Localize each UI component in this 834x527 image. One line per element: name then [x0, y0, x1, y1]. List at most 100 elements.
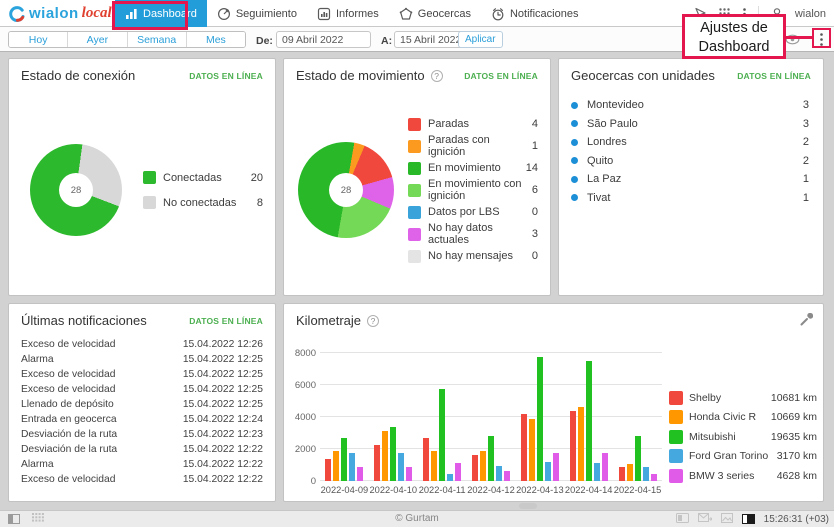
- panel-mileage-title: Kilometraje: [296, 313, 362, 328]
- mail-export-icon[interactable]: [697, 512, 713, 526]
- online-badge: DATOS EN LÍNEA: [737, 70, 811, 81]
- clock-time: 15:26:31 (+03): [763, 513, 829, 525]
- dashboard-settings-kebab-icon[interactable]: [819, 31, 824, 48]
- geofence-name: Londres: [587, 136, 627, 149]
- connection-donut-chart: 28: [30, 144, 122, 236]
- bar-bmw-3-series: [455, 463, 462, 481]
- bar-mitsubishi: [390, 427, 397, 481]
- legend-swatch-icon: [143, 171, 156, 184]
- bar-shelby: [423, 438, 430, 481]
- bar-mitsubishi: [341, 438, 348, 481]
- mileage-legend-row: Shelby 10681 km: [669, 388, 817, 408]
- geofence-dot-icon: [571, 120, 578, 128]
- geofence-unit-count: 1: [802, 173, 809, 186]
- legend-swatch-icon: [408, 139, 421, 153]
- panel-movement-state: Estado de movimiento ? DATOS EN LÍNEA 28…: [283, 58, 551, 296]
- legend-item: Paradas 4: [408, 113, 538, 135]
- scrollbar-nub[interactable]: [519, 503, 537, 509]
- legend-item: Datos por LBS 0: [408, 201, 538, 223]
- bar-ford-gran-torino: [544, 462, 551, 481]
- from-date-label: De:: [256, 35, 273, 47]
- geofence-dot-icon: [571, 101, 578, 109]
- panel-connection-state: Estado de conexión DATOS EN LÍNEA 28 Con…: [8, 58, 276, 296]
- geofence-unit-count: 3: [802, 117, 809, 130]
- panel-geofences-title: Geocercas con unidades: [571, 68, 715, 83]
- eye-icon[interactable]: [785, 31, 800, 48]
- bar-ford-gran-torino: [447, 474, 454, 481]
- notification-row: Exceso de velocidad 15.04.2022 12:22: [21, 472, 263, 487]
- notification-time: 15.04.2022 12:25: [182, 399, 263, 410]
- x-axis-category-label: 2022-04-13: [516, 485, 564, 495]
- bar-bmw-3-series: [650, 474, 657, 481]
- bar-honda-civic-r: [626, 464, 633, 481]
- bar-group: [515, 353, 564, 481]
- tab-informes[interactable]: Informes: [307, 0, 389, 27]
- tab-geocercas[interactable]: Geocercas: [389, 0, 481, 27]
- tab-notificaciones[interactable]: Notificaciones: [481, 0, 588, 27]
- bar-mitsubishi: [634, 436, 641, 481]
- mileage-total-value: 4628 km: [776, 469, 817, 482]
- image-icon[interactable]: [720, 512, 733, 526]
- geofence-name: La Paz: [587, 173, 622, 186]
- legend-label: No hay datos actuales: [428, 222, 493, 246]
- legend-swatch-icon: [408, 161, 421, 175]
- tab-seguimiento[interactable]: Seguimiento: [207, 0, 307, 27]
- legend-value: 20: [250, 171, 263, 184]
- card-view-icon[interactable]: [675, 512, 689, 526]
- range-semana-button[interactable]: Semana: [127, 32, 187, 47]
- geofence-row: Londres 2: [571, 133, 809, 152]
- range-hoy-button[interactable]: Hoy: [9, 32, 69, 47]
- bar-mitsubishi: [439, 389, 446, 481]
- notification-row: Exceso de velocidad 15.04.2022 12:26: [21, 337, 263, 352]
- legend-value: 6: [531, 184, 538, 196]
- logo-ring-icon: [9, 5, 25, 22]
- notification-row: Alarma 15.04.2022 12:22: [21, 457, 263, 472]
- grid-dots-icon[interactable]: [32, 513, 44, 525]
- wrench-settings-icon[interactable]: [800, 312, 814, 331]
- x-axis-category-label: 2022-04-15: [613, 485, 662, 495]
- legend-item: No hay mensajes 0: [408, 245, 538, 267]
- x-axis-category-label: 2022-04-12: [467, 485, 515, 495]
- split-view-icon[interactable]: [741, 514, 755, 524]
- legend-swatch-icon: [669, 390, 683, 405]
- panel-toggle-icon[interactable]: [8, 514, 20, 524]
- mileage-legend-row: BMW 3 series 4628 km: [669, 466, 817, 486]
- apply-button[interactable]: Aplicar: [458, 31, 503, 48]
- x-axis-category-label: 2022-04-09: [320, 485, 369, 495]
- legend-swatch-icon: [143, 196, 156, 209]
- legend-label: No conectadas: [163, 196, 237, 209]
- geofence-dot-icon: [571, 157, 578, 165]
- x-axis-category-label: 2022-04-14: [564, 485, 613, 495]
- help-icon[interactable]: ?: [430, 69, 443, 82]
- bar-honda-civic-r: [577, 407, 584, 481]
- bar-shelby: [325, 459, 332, 481]
- range-ayer-button[interactable]: Ayer: [68, 32, 128, 47]
- notification-text: Alarma: [21, 354, 54, 365]
- notification-time: 15.04.2022 12:22: [182, 444, 263, 455]
- online-badge: DATOS EN LÍNEA: [189, 315, 263, 326]
- legend-swatch-icon: [408, 227, 421, 241]
- mileage-unit-name: Shelby: [689, 391, 722, 404]
- legend-value: 4: [531, 118, 538, 130]
- help-icon[interactable]: ?: [367, 314, 380, 327]
- from-date-input[interactable]: [276, 31, 371, 48]
- panel-geofences: Geocercas con unidades DATOS EN LÍNEA Mo…: [558, 58, 824, 296]
- tab-dashboard[interactable]: Dashboard: [115, 0, 207, 27]
- logged-in-user-name[interactable]: wialon: [794, 7, 826, 20]
- notification-row: Alarma 15.04.2022 12:25: [21, 352, 263, 367]
- mileage-legend-row: Ford Gran Torino 3170 km: [669, 447, 817, 467]
- mileage-legend-row: Honda Civic R 10669 km: [669, 408, 817, 428]
- logo-text-local: local: [81, 5, 112, 21]
- geofence-dot-icon: [571, 194, 578, 202]
- panel-notifications-title: Últimas notificaciones: [21, 313, 147, 328]
- bar-shelby: [520, 414, 527, 481]
- geofence-dot-icon: [571, 138, 578, 146]
- mileage-unit-name: Honda Civic R: [689, 411, 757, 424]
- mileage-unit-name: BMW 3 series: [689, 469, 755, 482]
- range-mes-button[interactable]: Mes: [186, 32, 245, 47]
- panel-geofences-header: Geocercas con unidades DATOS EN LÍNEA: [559, 59, 823, 83]
- copyright-text: © Gurtam: [395, 513, 439, 524]
- notification-text: Exceso de velocidad: [21, 339, 116, 350]
- notification-row: Llenado de depósito 15.04.2022 12:25: [21, 397, 263, 412]
- notification-time: 15.04.2022 12:23: [182, 429, 263, 440]
